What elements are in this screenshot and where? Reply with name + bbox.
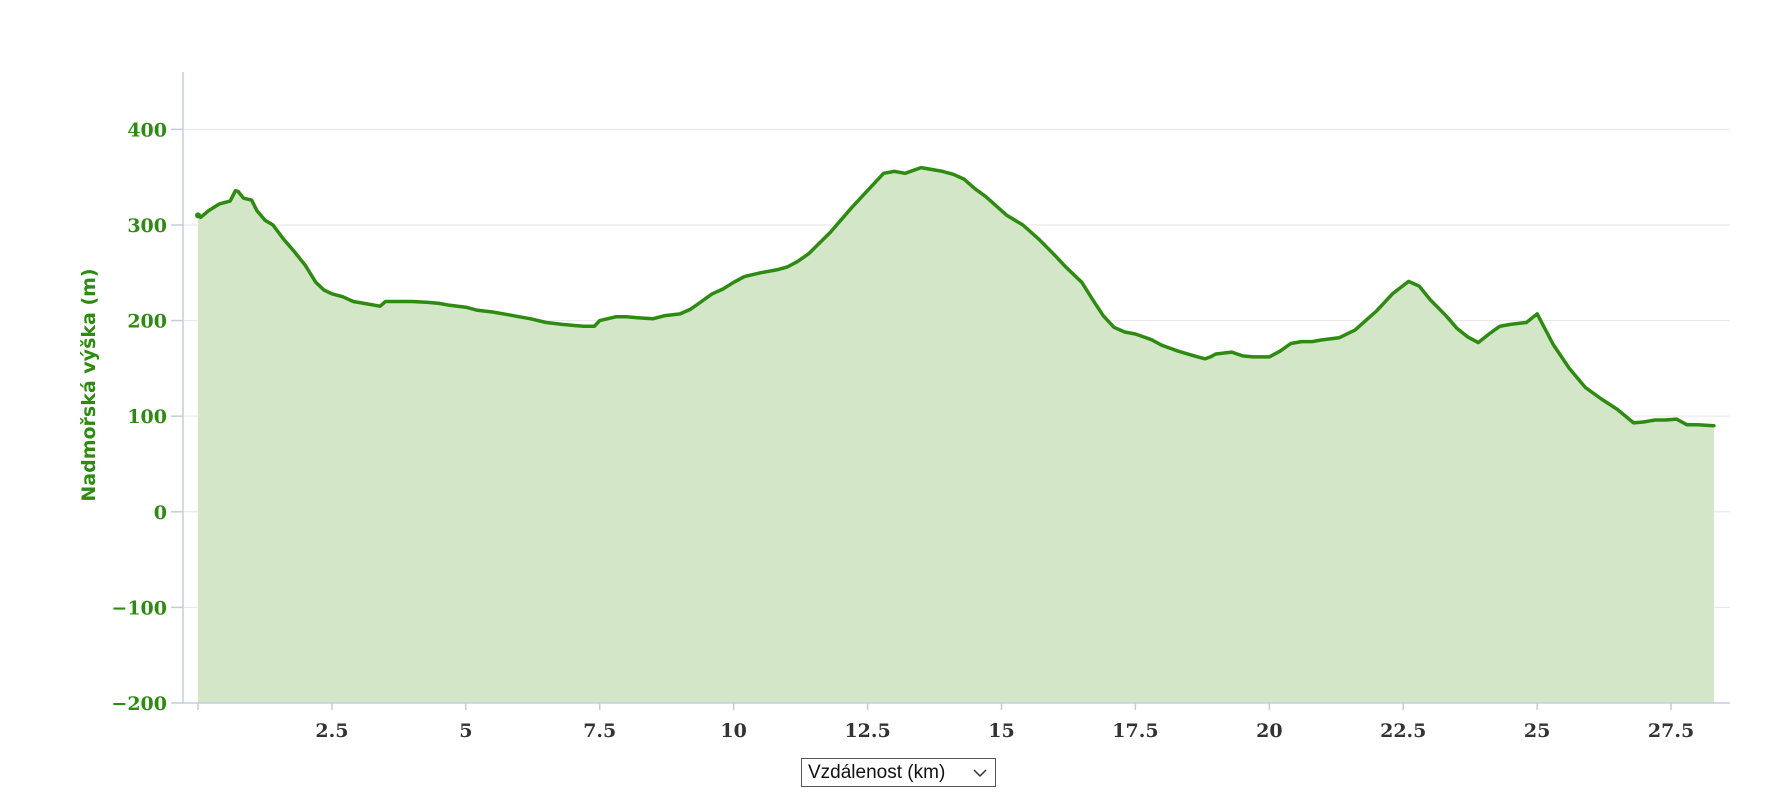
y-tick-label: 400 bbox=[127, 119, 167, 141]
x-tick-label: 20 bbox=[1256, 720, 1282, 742]
x-tick-label: 17.5 bbox=[1112, 720, 1158, 742]
chevron-down-icon bbox=[973, 769, 987, 778]
elevation-area bbox=[198, 167, 1714, 704]
x-tick-label: 7.5 bbox=[583, 720, 616, 742]
y-tick-labels: −200 −100 0 100 200 300 400 bbox=[111, 119, 183, 715]
y-tick-label: 300 bbox=[127, 215, 167, 237]
y-tick-label: 200 bbox=[127, 311, 167, 333]
y-tick-label: −200 bbox=[111, 693, 167, 715]
x-tick-label: 22.5 bbox=[1380, 720, 1426, 742]
x-tick-label: 12.5 bbox=[844, 720, 890, 742]
y-tick-label: −100 bbox=[111, 597, 167, 619]
y-tick-label: 0 bbox=[154, 502, 167, 524]
x-axis-select[interactable]: Vzdálenost (km) bbox=[801, 758, 996, 787]
x-tick-label: 15 bbox=[988, 720, 1014, 742]
x-axis-select-label: Vzdálenost (km) bbox=[808, 761, 946, 783]
x-tick-label: 27.5 bbox=[1648, 720, 1694, 742]
start-point bbox=[194, 212, 201, 219]
elevation-line bbox=[196, 165, 1716, 428]
axes bbox=[182, 72, 1730, 704]
x-tick-labels: 2.5 5 7.5 10 12.5 15 17.5 20 22.5 25 27.5 bbox=[197, 703, 1694, 742]
y-tick-label: 100 bbox=[127, 406, 167, 428]
x-tick-label: 25 bbox=[1524, 720, 1550, 742]
x-tick-label: 5 bbox=[459, 720, 472, 742]
x-tick-label: 2.5 bbox=[315, 720, 348, 742]
x-tick-label: 10 bbox=[720, 720, 746, 742]
y-axis-label: Nadmořská výška (m) bbox=[78, 268, 100, 501]
